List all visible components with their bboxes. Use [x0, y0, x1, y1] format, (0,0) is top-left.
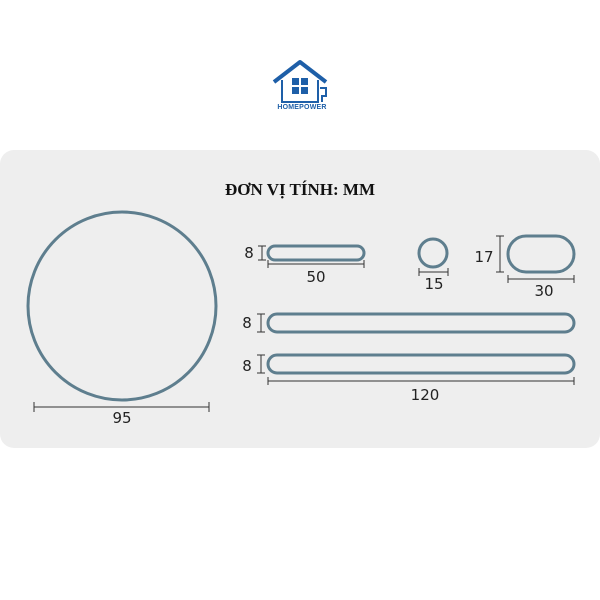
large-circle-shape [26, 210, 218, 402]
label-bar-long-2-height: 8 [242, 357, 252, 375]
label-bar-long-1-height: 8 [242, 314, 252, 332]
oval-shape [506, 234, 576, 274]
width-dimension-95 [33, 402, 210, 412]
height-dimension-long-bar-2 [257, 354, 265, 374]
height-dimension-long-bar-1 [257, 313, 265, 333]
long-bar-1-shape [266, 312, 576, 334]
page-title: ĐƠN VỊ TÍNH: MM [224, 180, 375, 199]
width-dimension-15 [418, 268, 449, 276]
height-dimension-short-bar [258, 245, 266, 261]
label-bar-long-2-width: 120 [410, 386, 440, 404]
label-oval-width: 30 [534, 282, 554, 300]
width-dimension-120 [267, 377, 575, 385]
label-circle-large-width: 95 [112, 409, 132, 427]
small-circle-shape [417, 237, 449, 269]
height-dimension-oval [496, 235, 504, 273]
label-bar-short-width: 50 [306, 268, 326, 286]
label-circle-small-width: 15 [424, 275, 444, 293]
label-bar-short-height: 8 [244, 244, 254, 262]
width-dimension-30 [507, 275, 575, 283]
label-oval-height: 17 [474, 248, 494, 266]
long-bar-2-shape [266, 353, 576, 375]
house-logo-icon [272, 60, 328, 103]
width-dimension-50 [267, 260, 365, 268]
brand-name: HOMEPOWER [277, 104, 327, 111]
short-bar-shape [266, 244, 366, 262]
